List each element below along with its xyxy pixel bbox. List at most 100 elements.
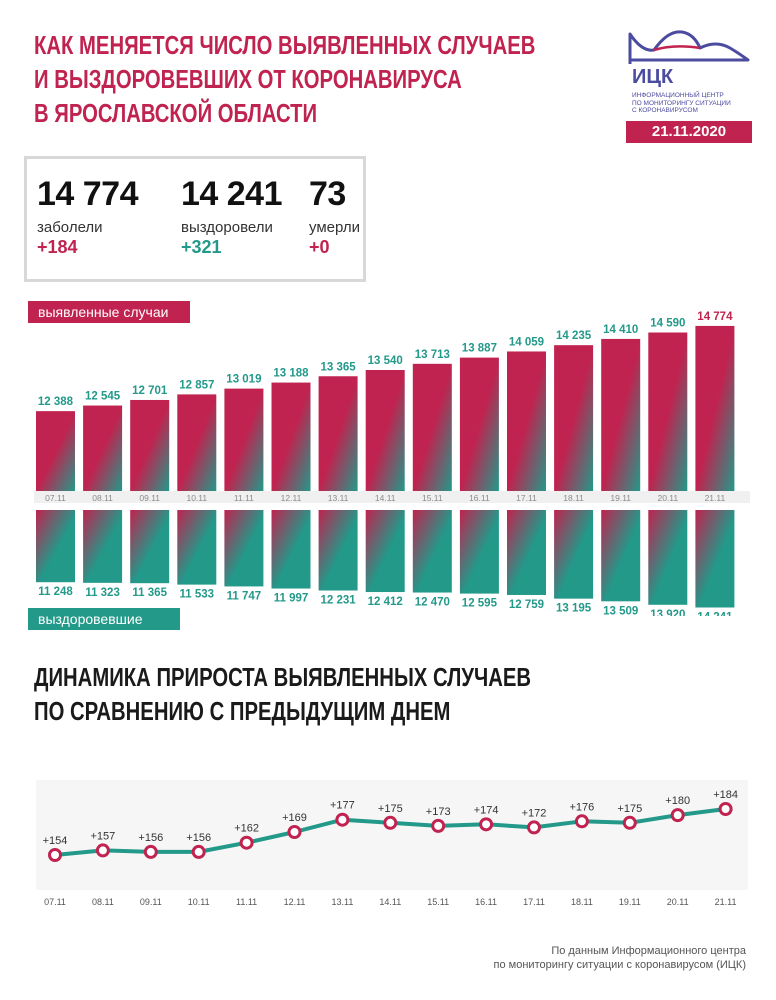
line-date-label: 07.11 xyxy=(44,897,66,907)
growth-value-label: +184 xyxy=(713,789,738,801)
bar-date-label: 21.11 xyxy=(705,493,726,503)
cases-bar xyxy=(271,382,311,491)
bar-date-label: 13.11 xyxy=(328,493,349,503)
legend-cases: выявленные случаи xyxy=(28,301,190,323)
recovered-bar xyxy=(318,510,358,591)
section-title-line-2: ПО СРАВНЕНИЮ С ПРЕДЫДУЩИМ ДНЕМ xyxy=(34,696,451,726)
recovered-bar xyxy=(459,510,499,594)
recovered-bar xyxy=(36,510,75,583)
growth-value-label: +156 xyxy=(138,832,163,844)
bar-date-label: 16.11 xyxy=(469,493,490,503)
recovered-bar xyxy=(177,510,217,585)
recovered-bar-label: 11 747 xyxy=(227,590,262,602)
cases-bar xyxy=(412,363,452,491)
recovered-bar-label: 12 231 xyxy=(321,595,357,607)
daily-increase-line-chart: +154 +157 +156 +156 +162 +169 +177 +175 +173 +174… xyxy=(36,780,748,907)
growth-point xyxy=(191,844,206,859)
recovered-bar xyxy=(83,510,123,583)
recovered-bar xyxy=(554,510,594,599)
cases-bar xyxy=(318,376,358,491)
cases-bar xyxy=(695,325,735,491)
cases-bar-label: 14 059 xyxy=(509,336,544,348)
logo-subtitle: информационный центр по мониторингу ситу… xyxy=(632,92,762,115)
line-date-label: 19.11 xyxy=(619,897,641,907)
bar-date-label: 15.11 xyxy=(422,493,443,503)
cases-recovered-bar-chart: 12 388 12 545 12 701 12 857 13 019 13 188 13 3… xyxy=(34,311,750,616)
cases-bar-label: 13 887 xyxy=(462,343,497,355)
growth-point xyxy=(622,815,637,830)
stat-delta: +184 xyxy=(37,237,78,257)
recovered-bar-label: 12 595 xyxy=(462,598,498,610)
cases-bar-label: 13 713 xyxy=(415,349,450,361)
line-date-label: 18.11 xyxy=(571,897,593,907)
cases-bar xyxy=(648,332,688,491)
growth-point xyxy=(48,848,62,862)
growth-value-label: +154 xyxy=(43,835,68,847)
growth-value-label: +175 xyxy=(617,803,642,815)
cases-bar-label: 13 540 xyxy=(368,355,403,367)
stat-value: 14 241 xyxy=(181,175,283,213)
line-date-label: 13.11 xyxy=(331,897,353,907)
growth-point xyxy=(383,815,398,830)
line-date-label: 09.11 xyxy=(140,897,162,907)
stat-recovered: 14 241 выздоровели +321 xyxy=(181,175,283,258)
bar-date-label: 19.11 xyxy=(610,493,631,503)
line-date-label: 21.11 xyxy=(715,897,737,907)
bar-date-label: 18.11 xyxy=(563,493,584,503)
cases-bar xyxy=(601,338,641,491)
growth-value-label: +162 xyxy=(234,823,259,835)
line-date-label: 14.11 xyxy=(379,897,401,907)
line-date-label: 15.11 xyxy=(427,897,449,907)
cases-bar-label: 13 365 xyxy=(321,361,357,373)
cases-bar xyxy=(459,357,499,491)
cases-bar-label: 14 235 xyxy=(556,330,592,342)
logo-subtitle-line: по мониторингу ситуации xyxy=(632,99,731,107)
summary-stats: 14 774 заболели +184 14 241 выздоровели … xyxy=(24,156,366,282)
growth-value-label: +180 xyxy=(665,795,690,807)
title-line-2: И ВЫЗДОРОВЕВШИХ ОТ КОРОНАВИРУСА xyxy=(34,64,462,94)
cases-bar xyxy=(83,405,123,491)
bar-date-label: 10.11 xyxy=(186,493,207,503)
cases-bars: 12 388 12 545 12 701 12 857 13 019 13 188 13 3… xyxy=(36,311,735,491)
cases-bar-label: 12 857 xyxy=(179,379,214,391)
growth-value-label: +156 xyxy=(186,832,211,844)
stat-delta: +321 xyxy=(181,237,222,257)
bar-date-label: 12.11 xyxy=(281,493,302,503)
growth-value-label: +175 xyxy=(378,803,403,815)
stat-delta: +0 xyxy=(309,237,330,257)
bar-date-label: 20.11 xyxy=(657,493,678,503)
bar-date-label: 08.11 xyxy=(92,493,113,503)
growth-value-label: +157 xyxy=(91,830,116,842)
line-chart-band xyxy=(36,780,748,890)
recovered-bar-label: 13 920 xyxy=(650,609,685,616)
growth-value-label: +177 xyxy=(330,800,355,812)
recovered-bar-label: 11 997 xyxy=(274,593,309,605)
recovered-bar-label: 12 412 xyxy=(368,596,403,608)
cases-bar-label: 12 388 xyxy=(38,396,74,408)
footnote-line: По данным Информационного центра xyxy=(551,945,746,957)
recovered-bar-label: 12 470 xyxy=(415,597,450,609)
stat-value: 14 774 xyxy=(37,175,139,213)
cases-bar-label: 13 019 xyxy=(226,374,261,386)
growth-value-label: +169 xyxy=(282,812,307,824)
growth-point xyxy=(718,802,733,816)
recovered-bar xyxy=(365,510,405,593)
source-footnote: По данным Информационного центра по мони… xyxy=(494,944,746,972)
title-line-3: В ЯРОСЛАВСКОЙ ОБЛАСТИ xyxy=(34,98,318,128)
recovered-bar xyxy=(601,510,641,602)
recovered-bar-label: 11 323 xyxy=(85,587,120,599)
growth-point xyxy=(95,843,110,858)
recovered-bar xyxy=(412,510,452,593)
bar-date-labels: 07.11 08.11 09.11 10.11 11.11 12.11 13.11 14.11… xyxy=(45,493,725,503)
section-title-line-1: ДИНАМИКА ПРИРОСТА ВЫЯВЛЕННЫХ СЛУЧАЕВ xyxy=(34,662,532,692)
growth-value-label: +176 xyxy=(570,801,595,813)
title-line-1: КАК МЕНЯЕТСЯ ЧИСЛО ВЫЯВЛЕННЫХ СЛУЧАЕВ xyxy=(34,30,536,60)
recovered-bar xyxy=(695,510,735,608)
cases-bar-label: 12 701 xyxy=(132,385,168,397)
date-badge: 21.11.2020 xyxy=(626,121,752,143)
main-title: КАК МЕНЯЕТСЯ ЧИСЛО ВЫЯВЛЕННЫХ СЛУЧАЕВ И … xyxy=(34,28,535,130)
recovered-bar-label: 13 509 xyxy=(603,605,638,616)
line-date-label: 10.11 xyxy=(188,897,210,907)
cases-bar-label: 13 188 xyxy=(273,368,309,380)
stat-label: умерли xyxy=(309,219,360,236)
